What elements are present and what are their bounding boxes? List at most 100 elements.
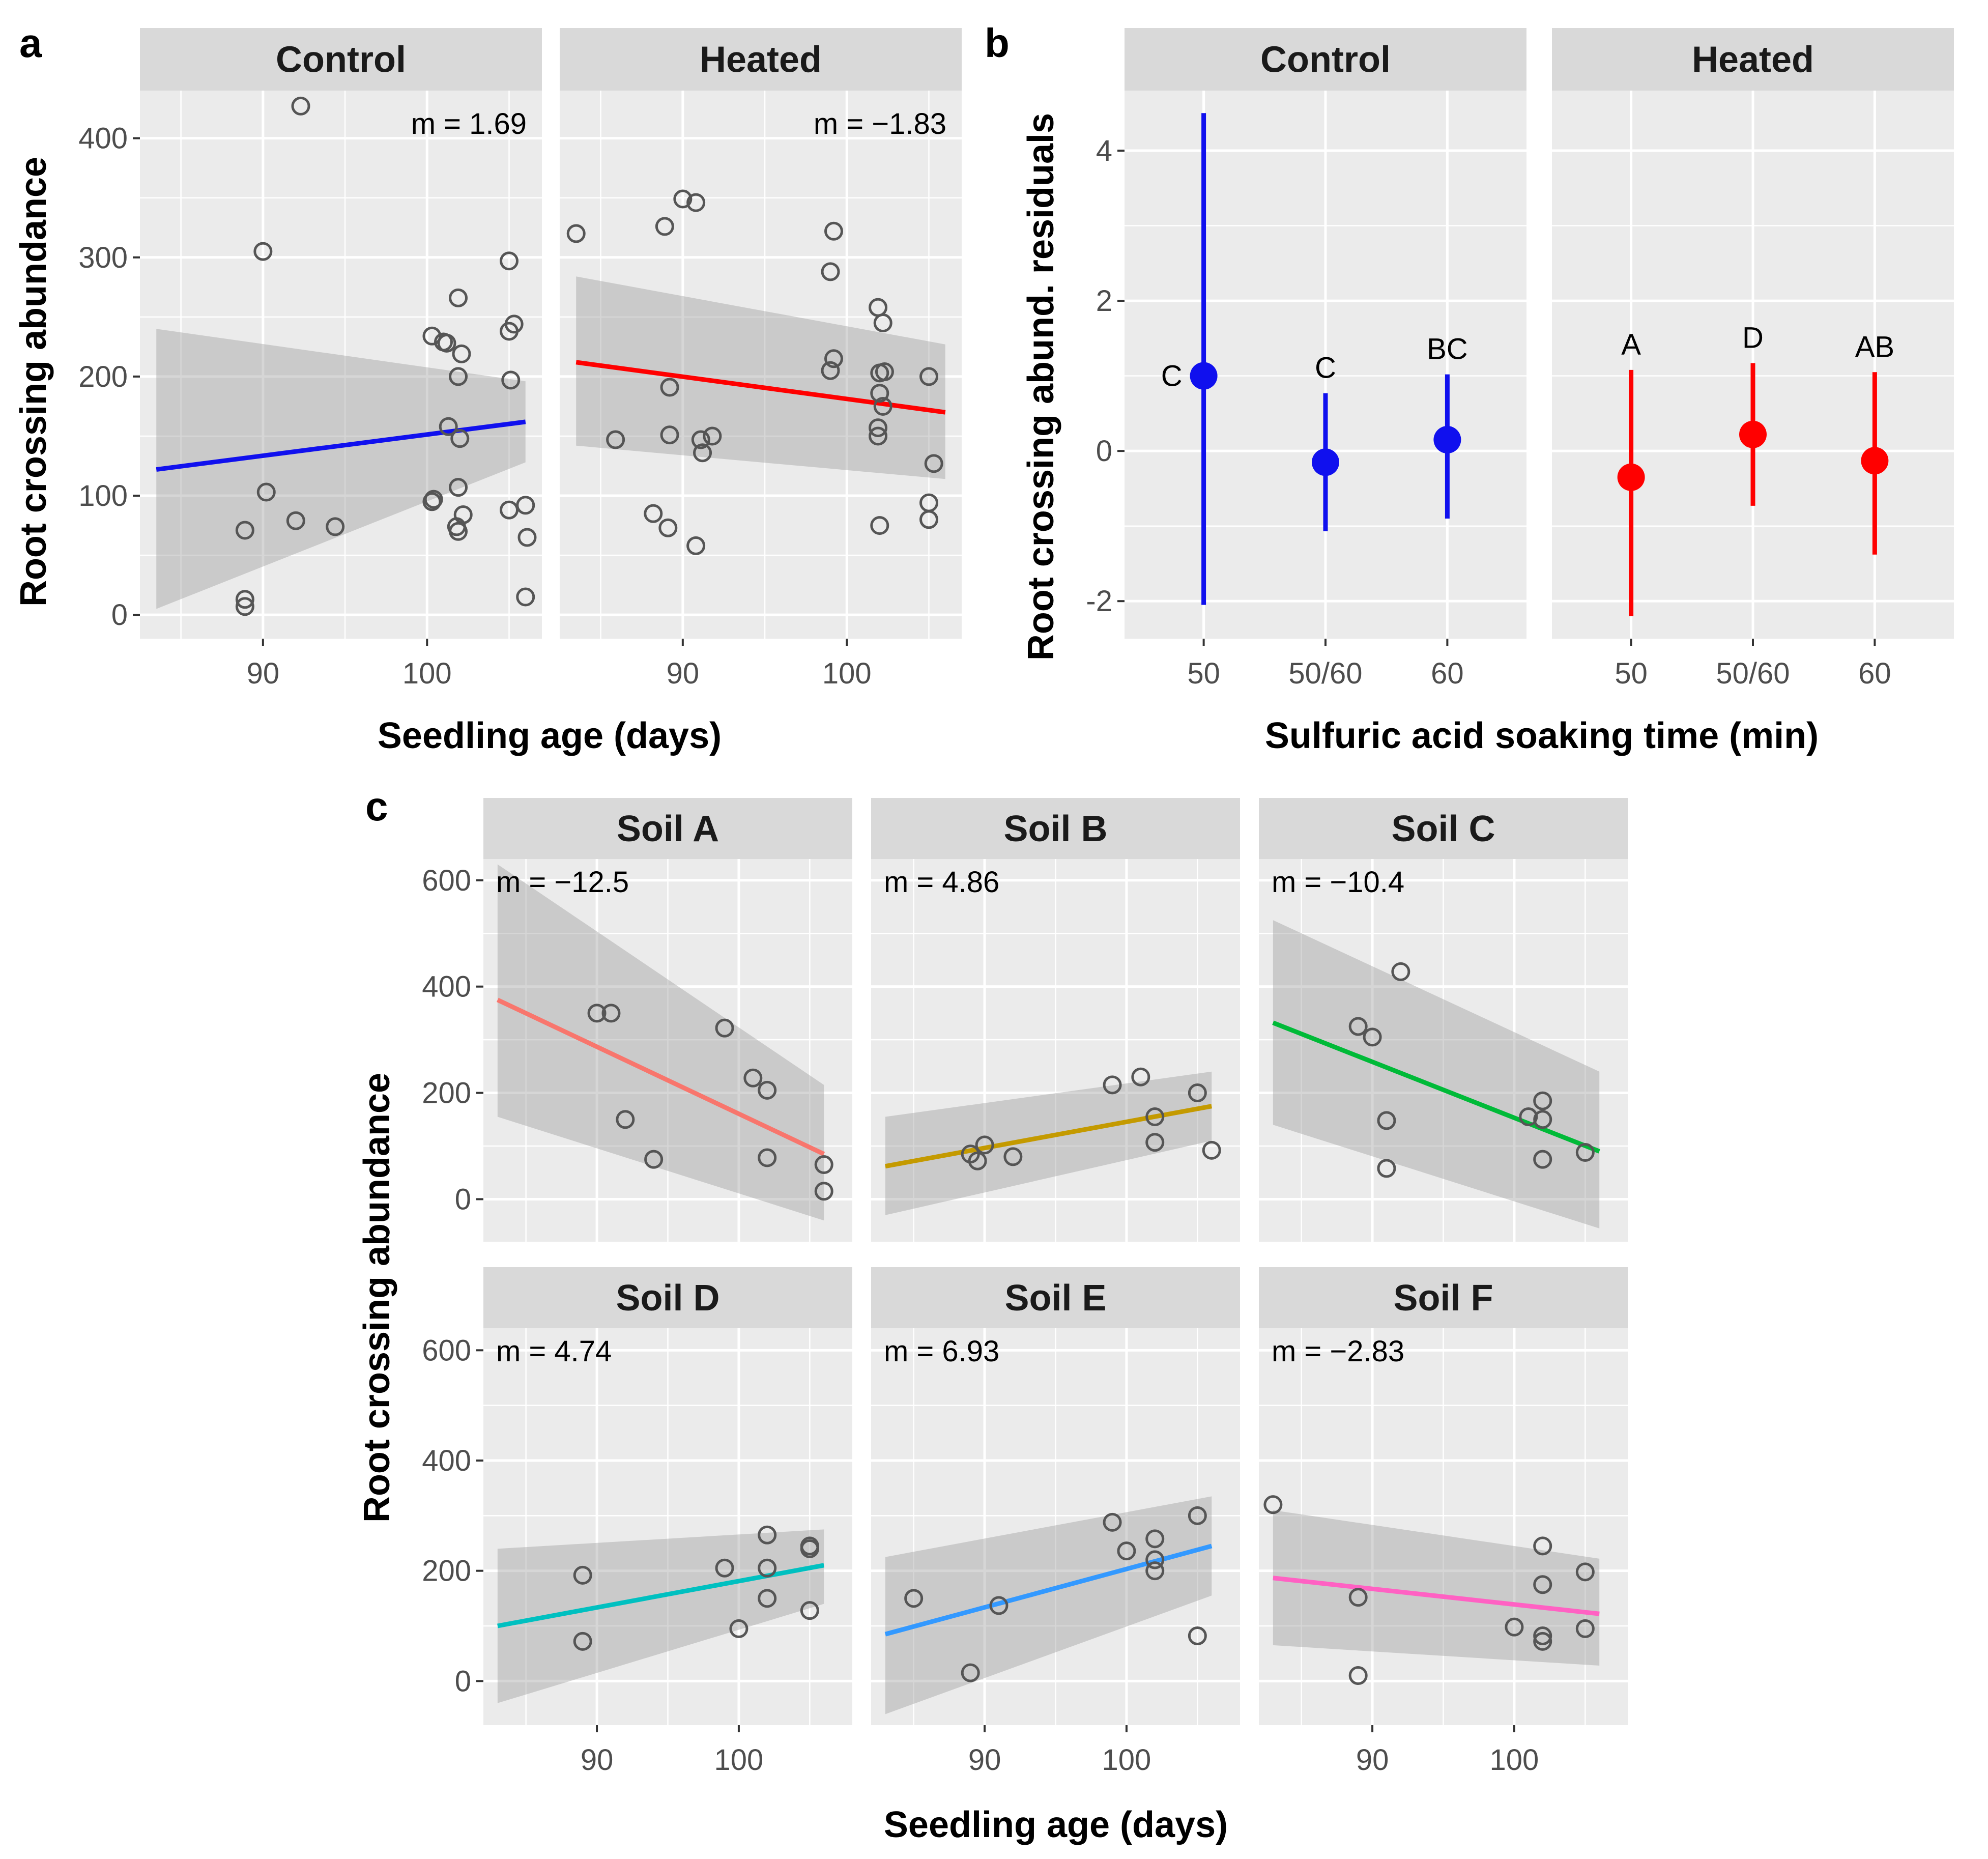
panel-c-soil-c-data-point [1519,1107,1538,1127]
panel-b-control-y-tick-label: 4 [1096,134,1112,167]
panel-c-soil-c-slope-label: m = −10.4 [1272,866,1404,899]
panel-a-heated-data-point [660,378,679,397]
panel-c-soil-a-data-point [715,1018,734,1038]
panel-b-control-y-tick-label: -2 [1086,585,1112,618]
panel-a-control-data-point [422,326,442,346]
panel-a-heated-data-point [644,504,663,523]
panel-c-seedling-age-by-soil: Soil A m = −12.5 0 200 400 600 Soil Bm = 4.86 S… [422,798,1628,1777]
panel-b-control-y-tick-label: 0 [1096,435,1112,468]
panel-a-control-data-point [422,492,442,511]
panel-b-heated-x-tick-label: 50 [1615,657,1648,690]
panel-letter-c: c [365,784,388,829]
panel-b-heated-strip-label: Heated [1692,40,1814,80]
panel-b-residuals-by-soaking-time: Control C 50 C 50/60 BC 60 -2 0 2 4 Heated A 50 D 50/60… [1086,28,1954,690]
panel-a-heated-data-point [703,426,722,446]
panel-c-soil-a-data-point [743,1068,763,1088]
panel-c-soil-f-data-point [1533,1626,1552,1645]
panel-a-control-data-point [235,590,254,609]
panel-a-control-data-point [235,521,254,540]
panel-a-control-data-point [500,322,519,341]
panel-b-control-mean-point [1312,448,1339,476]
panel-a-heated-data-point [606,430,625,449]
panel-c-soil-f-slope-label: m = −2.83 [1272,1335,1404,1368]
panel-a-control-data-point [449,522,468,541]
panel-a-heated-data-point [870,384,889,403]
panel-a-heated-x-tick-label: 100 [822,657,872,690]
panel-c-soil-e-slope-label: m = 6.93 [884,1335,999,1368]
panel-b-control-x-tick-label: 50 [1187,657,1220,690]
panel-c-soil-e-data-point [1188,1506,1207,1525]
panel-c-soil-c-data-point [1391,962,1410,981]
panel-c-soil-d-data-point [800,1539,819,1558]
panel-c-soil-e-x-tick-label: 90 [968,1743,1001,1777]
panel-c-soil-f-data-point [1575,1562,1595,1582]
panel-c-soil-e-data-point [1145,1550,1165,1569]
panel-c-soil-a-data-point [814,1155,833,1175]
panel-a-control-data-point [450,429,470,448]
panel-a-control-data-point [291,96,310,116]
panel-a-heated-data-point [873,396,892,416]
panel-c-soil-f-strip-label: Soil F [1394,1278,1493,1319]
panel-a-heated-data-point [869,426,888,446]
panel-c-soil-b-data-point [1145,1107,1165,1127]
panel-a-heated-data-point [673,189,693,209]
panel-b-control-strip-label: Control [1260,40,1391,80]
panel-c-soil-d-slope-label: m = 4.74 [496,1335,612,1368]
panel-a-heated-data-point [566,224,586,243]
panel-b-control-x-tick-label: 50/60 [1288,657,1362,690]
panel-c-soil-b-data-point [1103,1075,1122,1095]
panel-a-control-y-tick-label: 100 [78,479,128,512]
panel-a-control-data-point [516,587,535,607]
panel-a-control-data-point [500,251,519,271]
panel-c-soil-b-slope-label: m = 4.86 [884,866,999,899]
panel-a-heated-data-point [919,367,939,386]
panel-c-soil-d-data-point [800,1601,819,1620]
panel-a-y-axis-title: Root crossing abundance [13,157,54,607]
panel-a-control-data-point [516,496,535,515]
panel-a-heated-strip [560,28,962,91]
panel-a-control-data-point [326,517,345,536]
panel-a-control-strip [140,28,542,91]
panel-a-control-data-point [452,344,471,363]
panel-c-soil-e-data-point [1103,1512,1122,1532]
panel-a-control-data-point [517,528,537,547]
panel-a-heated-slope-label: m = −1.83 [814,107,946,140]
panel-c-soil-b-data-point [1145,1133,1165,1152]
panel-c-soil-b-confidence-band [885,1071,1212,1215]
panel-c-soil-f-data-point [1505,1617,1524,1637]
panel-a-control-data-point [449,367,468,386]
panel-c-soil-c-data-point [1533,1091,1552,1110]
panel-c-soil-e-x-tick-label: 100 [1102,1743,1151,1777]
panel-a-control-x-tick-label: 100 [402,657,452,690]
panel-c-soil-d-data-point [573,1565,592,1585]
panel-c-soil-c-regression-line [1272,1020,1600,1154]
panel-a-heated-data-point [691,430,710,449]
panel-b-heated-mean-point [1861,447,1889,475]
panel-a-control-regression-line [156,419,526,472]
panel-a-control-data-point [256,482,276,502]
panel-a-heated-data-point [924,454,943,473]
panel-a-heated-data-point [658,518,678,537]
panel-c-soil-b-data-point [1202,1140,1221,1160]
panel-c-soil-c-strip-label: Soil C [1391,809,1495,849]
panel-c-soil-d-data-point [758,1589,777,1608]
panel-c-soil-e-regression-line [884,1543,1213,1637]
panel-c-soil-c-data-point [1363,1027,1382,1047]
panel-a-heated-data-point [655,217,674,236]
panel-c-soil-e-data-point [1117,1541,1136,1561]
panel-a-control-data-point [449,478,468,497]
panel-c-soil-e-strip [871,1267,1240,1328]
panel-c-soil-b-strip-label: Soil B [1003,809,1107,849]
panel-a-heated-regression-line [575,360,946,415]
panel-c-soil-b-strip [871,798,1240,859]
panel-c-soil-f-data-point [1348,1666,1368,1685]
panel-c-soil-c-confidence-band [1273,920,1600,1228]
panel-c-soil-f-data-point [1533,1632,1552,1651]
panel-c-soil-f-regression-line [1273,1576,1600,1616]
panel-a-control-slope-label: m = 1.69 [411,107,527,140]
panel-a-control-data-point [439,417,458,436]
panel-a-control-strip-label: Control [276,40,406,80]
panel-c-soil-b-data-point [975,1135,994,1155]
panel-c-soil-d-y-tick-label: 400 [422,1444,471,1477]
